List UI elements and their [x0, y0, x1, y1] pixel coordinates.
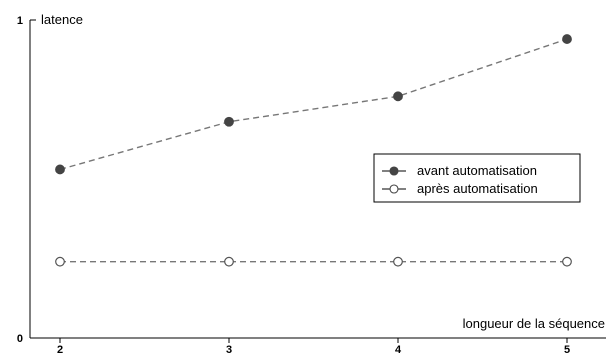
legend-label-avant: avant automatisation — [417, 163, 537, 178]
data-point-open — [55, 256, 65, 267]
data-point-filled — [224, 116, 234, 127]
legend-label-apres: après automatisation — [417, 181, 538, 196]
x-tick-label: 2 — [57, 344, 63, 356]
x-tick-labels: 2 3 4 5 — [57, 338, 570, 356]
data-point-filled — [562, 34, 572, 44]
data-point-open — [562, 256, 572, 267]
legend-marker-apres — [389, 184, 399, 194]
axes — [29, 19, 606, 339]
series-layer — [55, 34, 572, 267]
series-apres-automatisation — [55, 256, 572, 267]
x-tick-label: 3 — [226, 344, 232, 356]
legend-marker-avant — [389, 166, 399, 176]
legend-items: avant automatisation après automatisation — [382, 163, 538, 196]
legend-box — [373, 153, 581, 203]
data-point-open — [393, 256, 403, 267]
y-axis-label: latence — [41, 12, 83, 27]
y-tick-labels: 01 — [17, 15, 23, 345]
series-avant-automatisation — [55, 34, 572, 175]
x-tick-label: 4 — [395, 344, 402, 356]
x-axis-label: longueur de la séquence — [463, 316, 605, 331]
x-tick-label: 5 — [564, 344, 570, 356]
y-tick-label: 0 — [17, 333, 23, 345]
data-point-filled — [55, 164, 65, 175]
data-point-filled — [393, 91, 403, 102]
data-point-open — [224, 256, 234, 267]
y-tick-label: 1 — [17, 15, 23, 27]
line-avant-automatisation — [59, 38, 568, 171]
legend: avant automatisation après automatisation — [373, 153, 581, 203]
